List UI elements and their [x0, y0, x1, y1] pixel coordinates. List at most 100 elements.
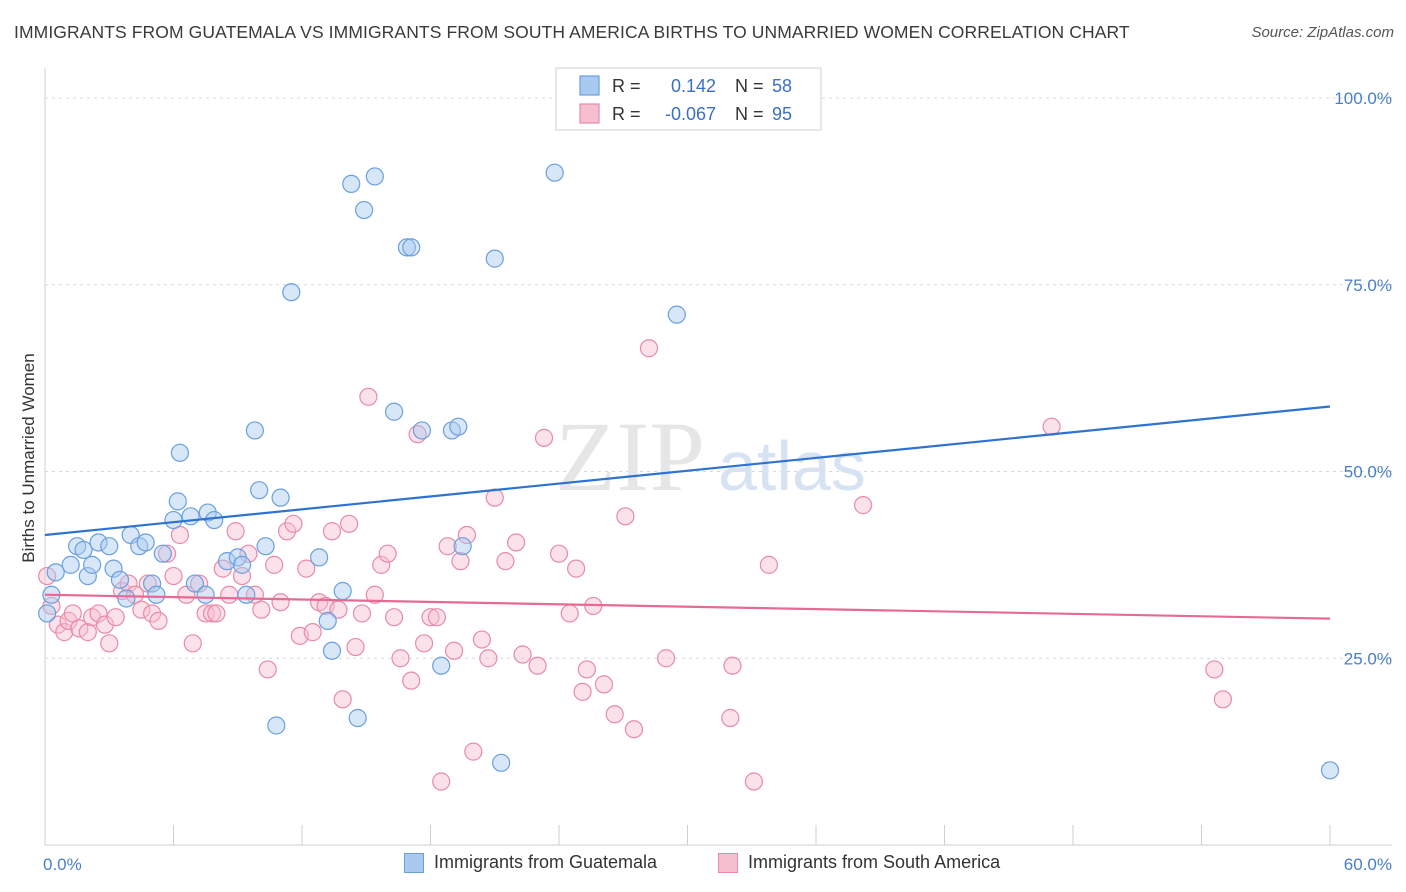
- point-south-america: [639, 339, 659, 358]
- point-south-america: [573, 682, 592, 701]
- point-south-america: [340, 514, 359, 533]
- point-guatemala: [168, 492, 187, 511]
- point-south-america: [472, 630, 491, 649]
- point-guatemala: [117, 589, 136, 608]
- point-south-america: [744, 772, 763, 791]
- point-south-america: [721, 708, 740, 728]
- point-south-america: [616, 507, 635, 526]
- point-south-america: [1213, 690, 1233, 709]
- point-south-america: [196, 604, 215, 623]
- point-south-america: [451, 552, 470, 571]
- point-south-america: [479, 649, 498, 668]
- legend-r-label-1: R =: [612, 76, 641, 96]
- point-guatemala: [38, 604, 57, 623]
- legend-label-south-america: Immigrants from South America: [748, 852, 1001, 872]
- legend-r-label-2: R =: [612, 104, 641, 124]
- legend-n-value-2: 95: [772, 104, 792, 124]
- series-legend: Immigrants from Guatemala Immigrants fro…: [0, 852, 1406, 878]
- points-guatemala: [38, 163, 1340, 780]
- point-south-america: [427, 608, 447, 627]
- grid-lines: [45, 97, 1392, 659]
- point-south-america: [95, 615, 115, 634]
- point-guatemala: [153, 544, 172, 563]
- point-guatemala: [310, 548, 329, 567]
- point-south-america: [567, 559, 586, 578]
- point-south-america: [384, 608, 404, 627]
- y-tick-label: 25.0%: [1344, 649, 1392, 668]
- axes: [44, 68, 1392, 846]
- point-guatemala: [181, 507, 200, 526]
- point-guatemala: [485, 249, 504, 268]
- point-guatemala: [147, 585, 166, 604]
- point-guatemala: [449, 417, 468, 436]
- point-south-america: [55, 623, 74, 642]
- point-south-america: [854, 496, 873, 515]
- legend-label-guatemala: Immigrants from Guatemala: [434, 852, 658, 872]
- point-guatemala: [342, 174, 361, 194]
- point-guatemala: [74, 540, 93, 560]
- trend-line-guatemala: [44, 405, 1331, 537]
- point-south-america: [352, 604, 372, 623]
- x-tick-label: 0.0%: [43, 855, 82, 874]
- point-guatemala: [492, 753, 511, 772]
- point-south-america: [624, 720, 644, 739]
- point-guatemala: [545, 163, 564, 182]
- point-south-america: [378, 544, 397, 563]
- legend-n-label-2: N =: [735, 104, 764, 124]
- point-guatemala: [217, 552, 237, 571]
- point-south-america: [359, 387, 378, 406]
- y-axis-label: Births to Unmarried Women: [19, 353, 38, 562]
- point-south-america: [149, 611, 168, 631]
- point-south-america: [528, 656, 547, 675]
- point-south-america: [220, 585, 239, 604]
- point-south-america: [106, 608, 125, 627]
- point-guatemala: [61, 555, 80, 574]
- point-south-america: [759, 555, 778, 574]
- point-south-america: [372, 555, 391, 574]
- y-tick-label: 100.0%: [1334, 89, 1392, 108]
- point-south-america: [577, 660, 596, 679]
- point-south-america: [252, 600, 271, 619]
- point-guatemala: [205, 510, 224, 530]
- point-south-america: [265, 555, 284, 574]
- point-guatemala: [412, 421, 432, 440]
- point-guatemala: [250, 481, 269, 500]
- point-guatemala: [83, 555, 102, 574]
- stats-legend: R = 0.142 N = 58 R = -0.067 N = 95: [555, 67, 822, 131]
- point-guatemala: [142, 574, 162, 593]
- point-south-america: [464, 742, 483, 761]
- point-guatemala: [271, 488, 290, 507]
- point-guatemala: [104, 559, 123, 578]
- point-south-america: [656, 649, 676, 668]
- point-south-america: [391, 649, 410, 668]
- point-south-america: [346, 637, 365, 657]
- point-south-america: [438, 537, 457, 556]
- point-south-america: [226, 522, 245, 541]
- point-south-america: [723, 656, 742, 675]
- point-south-america: [549, 544, 569, 563]
- point-guatemala: [89, 533, 108, 552]
- point-guatemala: [397, 238, 417, 257]
- point-guatemala: [355, 200, 374, 220]
- point-south-america: [258, 660, 277, 679]
- point-south-america: [78, 623, 97, 642]
- point-south-america: [444, 641, 464, 660]
- point-guatemala: [256, 537, 275, 556]
- trend-line-south-america: [44, 593, 1331, 620]
- point-guatemala: [232, 555, 252, 574]
- point-guatemala: [384, 402, 404, 421]
- point-south-america: [365, 585, 384, 604]
- point-south-america: [132, 600, 151, 619]
- point-guatemala: [46, 563, 65, 582]
- point-south-america: [414, 634, 434, 653]
- point-south-america: [457, 525, 477, 545]
- point-guatemala: [348, 708, 367, 728]
- point-guatemala: [318, 611, 337, 631]
- point-guatemala: [100, 537, 119, 556]
- point-guatemala: [110, 570, 130, 589]
- point-guatemala: [136, 533, 155, 552]
- point-south-america: [164, 566, 183, 586]
- point-south-america: [207, 604, 226, 623]
- point-guatemala: [78, 566, 97, 586]
- point-south-america: [322, 522, 342, 541]
